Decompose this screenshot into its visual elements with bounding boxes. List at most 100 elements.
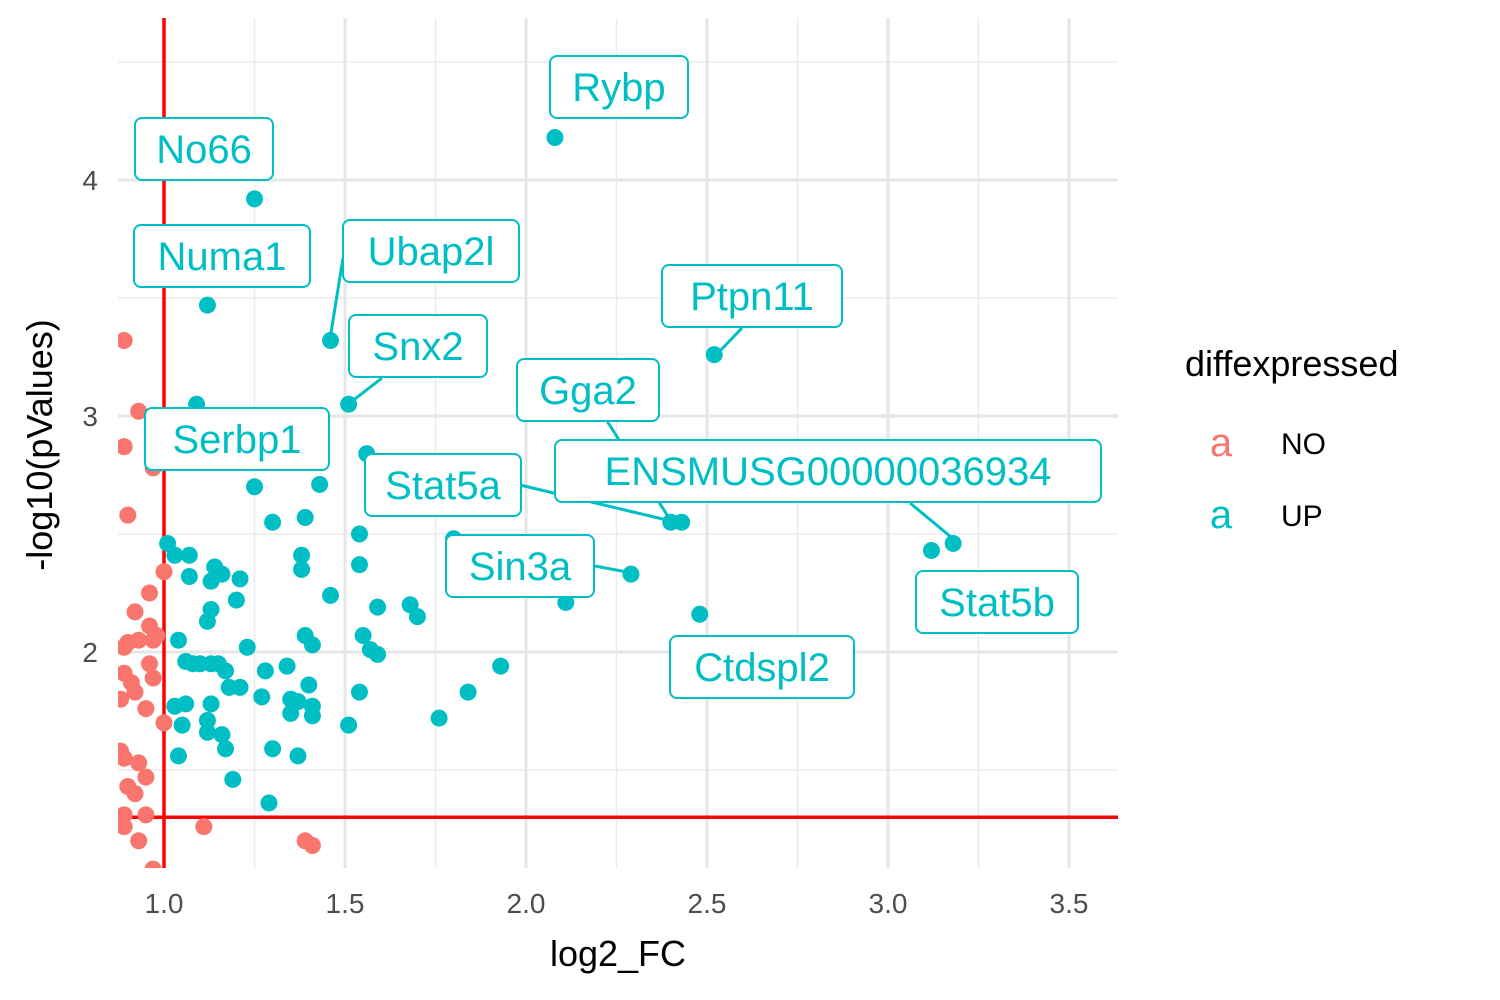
point-no xyxy=(155,714,173,732)
point-no xyxy=(144,860,162,868)
point-up xyxy=(293,560,311,578)
point-up xyxy=(169,747,187,765)
point-up xyxy=(430,709,448,727)
point-up xyxy=(213,726,231,744)
gene-label-text: Stat5b xyxy=(939,581,1055,625)
y-tick-label: 2 xyxy=(82,637,98,668)
gene-label: Ptpn11 xyxy=(661,264,843,356)
point-no xyxy=(141,584,159,602)
point-no xyxy=(118,638,133,656)
point-no xyxy=(126,683,144,701)
gene-label-box xyxy=(669,635,855,699)
point-up xyxy=(340,716,358,734)
x-tick-label: 1.5 xyxy=(326,888,365,919)
gene-label-box xyxy=(549,55,689,119)
point-up xyxy=(673,513,691,531)
gene-labels: Rybp No66 Numa1 Ubap2l Ptpn11 Snx2 Gga2 Serbp1 S… xyxy=(133,55,1102,699)
gene-label-connector xyxy=(715,326,744,356)
point-up xyxy=(224,770,242,788)
point-up xyxy=(231,570,249,588)
point-up xyxy=(300,676,318,694)
point-no xyxy=(155,563,173,581)
point-up xyxy=(256,662,274,680)
point-up xyxy=(278,657,296,675)
point-up xyxy=(166,546,184,564)
x-tick-label: 3.5 xyxy=(1050,888,1089,919)
point-up xyxy=(177,695,195,713)
legend: diffexpressed a NO a UP xyxy=(1185,343,1398,537)
point-up xyxy=(180,546,198,564)
point-up xyxy=(369,645,387,663)
y-tick-label: 3 xyxy=(82,401,98,432)
point-up xyxy=(369,598,387,616)
point-up xyxy=(217,662,235,680)
point-up xyxy=(202,572,220,590)
point-up xyxy=(408,608,426,626)
point-up xyxy=(246,190,263,208)
gene-label-box xyxy=(445,534,595,598)
point-up xyxy=(546,129,564,147)
point-up xyxy=(289,747,307,765)
point-no xyxy=(303,837,321,855)
point-up xyxy=(322,331,340,349)
point-up xyxy=(246,478,263,496)
gene-label: Sin3a xyxy=(445,534,633,598)
point-up xyxy=(282,704,300,722)
point-up xyxy=(293,546,311,564)
point-up xyxy=(303,636,321,654)
gene-label-box xyxy=(516,358,660,422)
point-no xyxy=(118,438,133,456)
point-up xyxy=(350,556,368,574)
point-no xyxy=(144,631,162,649)
gene-label-text: Ubap2l xyxy=(368,230,495,274)
gene-label-text: Ctdspl2 xyxy=(694,646,830,690)
data-points xyxy=(118,129,962,868)
point-up xyxy=(459,683,477,701)
gene-label-box xyxy=(144,407,330,471)
point-up xyxy=(231,678,249,696)
point-up xyxy=(691,605,709,623)
gene-label-box xyxy=(661,264,843,328)
gene-label-box xyxy=(133,224,311,288)
gene-label: Rybp xyxy=(549,55,689,119)
gene-label-text: No66 xyxy=(156,128,252,172)
point-up xyxy=(264,513,282,531)
point-up xyxy=(296,508,314,526)
point-up xyxy=(198,723,216,741)
gene-label-text: Snx2 xyxy=(372,325,463,369)
point-up xyxy=(169,631,187,649)
x-tick-label: 2.5 xyxy=(688,888,727,919)
point-up xyxy=(227,591,245,609)
point-up xyxy=(253,688,271,706)
point-up xyxy=(202,695,220,713)
gene-label-text: Numa1 xyxy=(158,235,287,279)
point-no xyxy=(144,669,162,687)
point-no xyxy=(119,506,137,524)
gene-label-text: ENSMUSG00000036934 xyxy=(605,450,1052,494)
point-up xyxy=(198,612,216,630)
point-no xyxy=(130,832,148,850)
gene-label-box xyxy=(348,314,488,378)
legend-key-glyph: a xyxy=(1210,493,1233,537)
point-no xyxy=(137,806,155,824)
point-up xyxy=(311,475,329,493)
x-tick-label: 1.0 xyxy=(145,888,184,919)
gene-label-text: Rybp xyxy=(572,66,665,110)
point-up xyxy=(173,716,191,734)
legend-entry-label: NO xyxy=(1281,428,1326,461)
point-up xyxy=(217,740,235,758)
point-up xyxy=(350,683,368,701)
legend-entry-label: UP xyxy=(1281,500,1323,533)
point-up xyxy=(322,586,340,604)
point-no xyxy=(137,768,155,786)
gene-label-text: Gga2 xyxy=(539,369,637,413)
gene-label-text: Serbp1 xyxy=(173,418,302,462)
point-no xyxy=(141,655,159,673)
gene-label: No66 xyxy=(134,117,274,181)
gene-label-connector xyxy=(594,564,633,575)
point-up xyxy=(198,711,216,729)
point-no xyxy=(126,785,144,803)
gene-label: Gga2 xyxy=(516,358,673,522)
gene-label-box xyxy=(364,453,522,517)
